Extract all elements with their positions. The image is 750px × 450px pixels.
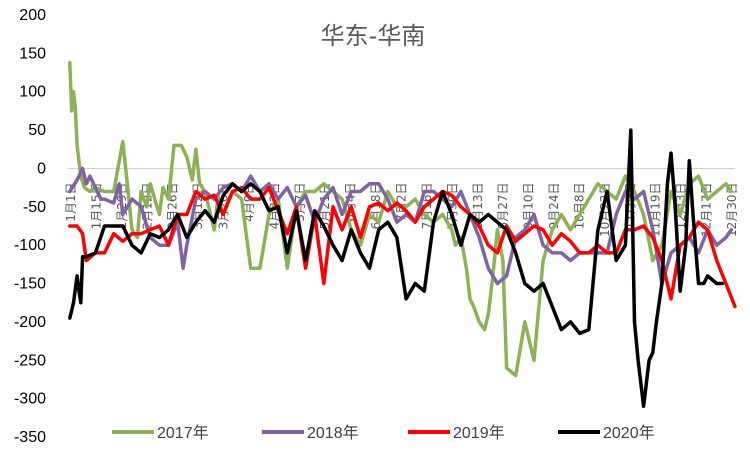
y-tick-label: -300 xyxy=(14,391,46,408)
y-tick-label: 200 xyxy=(19,7,46,24)
y-tick-label: 150 xyxy=(19,45,46,62)
legend: 2017年 2018年 2019年 2020年 xyxy=(112,424,655,442)
legend-label: 2020年 xyxy=(603,424,655,442)
x-tick: 8月27日 xyxy=(496,182,510,229)
y-tick-label: -150 xyxy=(14,276,46,293)
x-tick: 1月1日 xyxy=(64,182,78,221)
y-tick-label: -100 xyxy=(14,237,46,254)
legend-item: 2020年 xyxy=(558,424,655,442)
legend-item: 2019年 xyxy=(408,424,505,442)
legend-item: 2017年 xyxy=(112,424,209,442)
x-tick-label: 9月24日 xyxy=(547,182,561,229)
y-tick-label: -200 xyxy=(14,314,46,331)
y-tick-label: -250 xyxy=(14,352,46,369)
legend-item: 2018年 xyxy=(262,424,359,442)
x-tick-label: 8月27日 xyxy=(496,182,510,229)
y-tick-label: -350 xyxy=(14,429,46,446)
chart-title: 华东-华南 xyxy=(321,22,426,50)
y-tick-label: -50 xyxy=(23,199,46,216)
x-tick-label: 1月1日 xyxy=(64,182,78,221)
plot-area xyxy=(68,60,737,409)
y-tick-label: 0 xyxy=(37,160,46,177)
legend-label: 2019年 xyxy=(453,424,505,442)
legend-label: 2017年 xyxy=(157,424,209,442)
legend-label: 2018年 xyxy=(307,424,359,442)
x-tick: 12月30日 xyxy=(725,182,739,237)
y-axis: 200 150 100 50 0 -50 -100 -150 -200 -250 -300 -350 xyxy=(14,7,46,446)
series-line-0 xyxy=(68,60,734,378)
series-line-3 xyxy=(68,128,724,409)
y-tick-label: 100 xyxy=(19,84,46,101)
series-line-2 xyxy=(68,185,737,309)
x-tick: 9月24日 xyxy=(547,182,561,229)
x-tick-label: 12月30日 xyxy=(725,182,739,237)
y-tick-label: 50 xyxy=(28,122,46,139)
